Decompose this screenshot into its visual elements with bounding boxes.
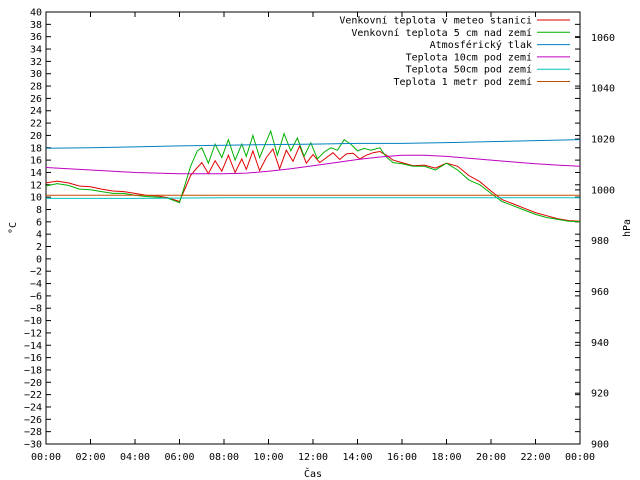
series-line-2 xyxy=(45,129,581,223)
y-tick-label: −10 xyxy=(24,316,42,327)
y-tick-label: 6 xyxy=(36,217,42,228)
y2-tick-label: 1060 xyxy=(591,33,615,44)
y-tick-label: 18 xyxy=(30,143,42,154)
y-tick-label: 22 xyxy=(30,119,42,130)
series-lines xyxy=(45,129,581,223)
series-line-4 xyxy=(45,154,581,175)
y-tick-label: 26 xyxy=(30,94,42,105)
y-tick-label: −16 xyxy=(24,353,42,364)
x-tick-label: 00:00 xyxy=(565,452,595,463)
y-tick-label: 0 xyxy=(36,254,42,265)
legend-label: Teplota 1 metr pod zemí xyxy=(394,76,532,88)
y-tick-label: 40 xyxy=(30,8,42,19)
series-line-3 xyxy=(45,139,581,149)
y-axis-label: °C xyxy=(8,222,19,234)
legend-label: Teplota 50cm pod zemí xyxy=(406,64,532,76)
x-tick-label: 02:00 xyxy=(75,452,105,463)
y2-tick-label: 900 xyxy=(591,440,609,451)
y2-tick-label: 1040 xyxy=(591,84,615,95)
y2-tick-label: 960 xyxy=(591,287,609,298)
x-tick-label: 08:00 xyxy=(209,452,239,463)
y-tick-label: 32 xyxy=(30,57,42,68)
y-tick-label: 20 xyxy=(30,131,42,142)
y2-tick-label: 1020 xyxy=(591,135,615,146)
y-tick-label: 8 xyxy=(36,205,42,216)
legend-label: Atmosférický tlak xyxy=(430,39,532,51)
y2-tick-label: 940 xyxy=(591,338,609,349)
y-tick-label: −4 xyxy=(30,279,42,290)
y-tick-label: 34 xyxy=(30,45,42,56)
series-line-5 xyxy=(46,197,580,199)
x-tick-label: 16:00 xyxy=(387,452,417,463)
y-tick-label: −8 xyxy=(30,304,42,315)
y-tick-label: −24 xyxy=(24,402,42,413)
y-tick-label: −22 xyxy=(24,390,42,401)
x-tick-label: 18:00 xyxy=(431,452,461,463)
x-tick-label: 06:00 xyxy=(164,452,194,463)
y2-axis-label: hPa xyxy=(622,219,633,237)
y-tick-label: 36 xyxy=(30,32,42,43)
x-tick-label: 20:00 xyxy=(476,452,506,463)
x-axis-label: Čas xyxy=(304,467,322,480)
y-tick-label: 38 xyxy=(30,20,42,31)
y-tick-label: 16 xyxy=(30,156,42,167)
x-tick-label: 00:00 xyxy=(31,452,61,463)
x-tick-label: 22:00 xyxy=(520,452,550,463)
y-tick-label: −12 xyxy=(24,328,42,339)
y-tick-label: 12 xyxy=(30,180,42,191)
y-tick-label: 24 xyxy=(30,106,42,117)
y-tick-label: −30 xyxy=(24,440,42,451)
x-tick-label: 12:00 xyxy=(298,452,328,463)
y-tick-label: 4 xyxy=(36,230,42,241)
y-tick-label: 30 xyxy=(30,69,42,80)
x-axis: 00:00 02:00 04:00 06:00 08:00 10:00 12:00 14:00… xyxy=(31,12,595,463)
y-tick-label: 10 xyxy=(30,193,42,204)
legend: Venkovní teplota v meteo staniciVenkovní… xyxy=(339,15,570,88)
y-tick-label: −26 xyxy=(24,415,42,426)
legend-label: Venkovní teplota v meteo stanici xyxy=(339,15,532,27)
legend-label: Teplota 10cm pod zemí xyxy=(406,51,532,63)
y2-tick-label: 1000 xyxy=(591,185,615,196)
y-tick-label: 28 xyxy=(30,82,42,93)
y2-tick-label: 920 xyxy=(591,389,609,400)
y-tick-label: 2 xyxy=(36,242,42,253)
y-tick-label: −18 xyxy=(24,365,42,376)
y-tick-label: −14 xyxy=(24,341,42,352)
y-tick-label: −6 xyxy=(30,291,42,302)
series-line-1 xyxy=(45,144,581,222)
y-tick-label: −28 xyxy=(24,427,42,438)
y-tick-label: −2 xyxy=(30,267,42,278)
y-axis-left: 4038363432302826242220181614121086420−2−… xyxy=(24,8,580,451)
x-tick-label: 04:00 xyxy=(120,452,150,463)
x-tick-label: 10:00 xyxy=(253,452,283,463)
legend-label: Venkovní teplota 5 cm nad zemí xyxy=(351,27,532,39)
y-tick-label: −20 xyxy=(24,378,42,389)
y-tick-label: 14 xyxy=(30,168,42,179)
y2-tick-label: 980 xyxy=(591,236,609,247)
x-tick-label: 14:00 xyxy=(342,452,372,463)
y-axis-right: 1060 1040 1020 1000 980 960 940 920 900 xyxy=(575,33,615,451)
